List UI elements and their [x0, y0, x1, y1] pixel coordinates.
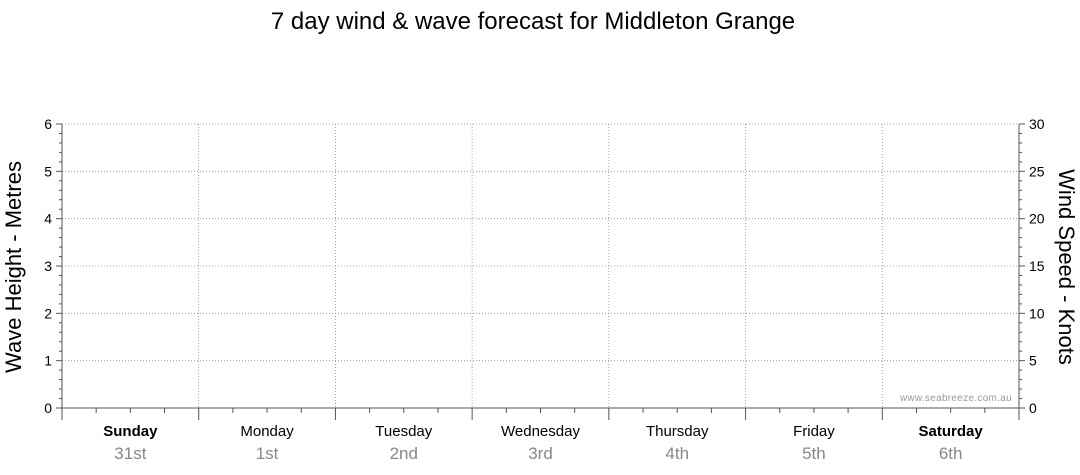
axes: [61, 124, 1020, 420]
left-tick-label: 2: [44, 305, 52, 321]
right-tick-label: 10: [1029, 305, 1045, 321]
right-tick-label: 5: [1029, 353, 1037, 369]
left-tick-label: 3: [44, 258, 52, 274]
day-name-label: Thursday: [646, 423, 709, 440]
watermark: www.seabreeze.com.au: [899, 393, 1012, 404]
day-date-label: 2nd: [390, 444, 418, 463]
day-name-label: Sunday: [103, 423, 158, 440]
chart-title: 7 day wind & wave forecast for Middleton…: [271, 8, 795, 35]
right-tick-label: 0: [1029, 400, 1037, 416]
day-name-label: Tuesday: [375, 423, 432, 440]
left-y-axis-ticks: 0 1 2 3 4 5 6: [44, 116, 62, 416]
right-tick-label: 15: [1029, 258, 1045, 274]
day-name-label: Friday: [793, 423, 835, 440]
left-tick-label: 0: [44, 400, 52, 416]
left-tick-label: 1: [44, 353, 52, 369]
day-date-label: 31st: [114, 444, 146, 463]
day-labels: Sunday 31st Monday 1st Tuesday 2nd Wednesday 3r…: [103, 423, 983, 463]
day-date-label: 3rd: [528, 444, 553, 463]
day-name-label: Monday: [240, 423, 294, 440]
left-tick-label: 4: [44, 211, 52, 227]
left-tick-label: 5: [44, 163, 52, 179]
right-tick-label: 30: [1029, 116, 1045, 132]
day-name-label: Saturday: [919, 423, 984, 440]
day-date-label: 6th: [939, 444, 963, 463]
day-date-label: 4th: [665, 444, 689, 463]
right-tick-label: 25: [1029, 163, 1045, 179]
day-date-label: 5th: [802, 444, 826, 463]
grid-lines: [62, 123, 1019, 408]
right-tick-label: 20: [1029, 211, 1045, 227]
right-y-axis-ticks: 0 5 10 15 20 25 30: [1019, 116, 1045, 416]
right-axis-label: Wind Speed - Knots: [1054, 169, 1079, 365]
left-axis-label: Wave Height - Metres: [1, 161, 26, 373]
day-date-label: 1st: [256, 444, 279, 463]
left-tick-label: 6: [44, 116, 52, 132]
day-name-label: Wednesday: [501, 423, 580, 440]
